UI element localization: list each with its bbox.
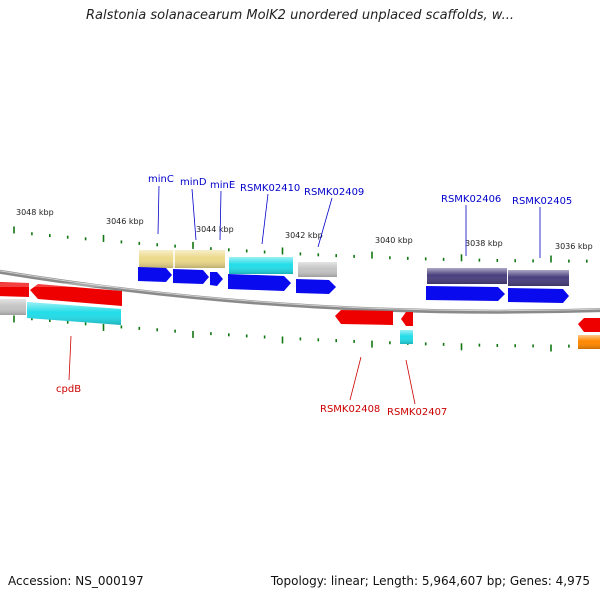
label-cpdb[interactable]: cpdB [56, 384, 81, 395]
cds-rsmk02410[interactable] [228, 274, 291, 291]
forward-cds-arrows [138, 267, 569, 303]
cds-mine[interactable] [210, 272, 223, 286]
scale-ticks-top [13, 226, 588, 263]
scale-labels: 3048 kbp 3046 kbp 3044 kbp 3042 kbp 3040… [16, 208, 593, 251]
cds-rsmk02405[interactable] [508, 288, 569, 303]
topology-text: Topology: linear; Length: 5,964,607 bp; … [270, 574, 590, 588]
reverse-gene-labels: cpdB RSMK02408 RSMK02407 [56, 384, 447, 418]
reverse-gene-features [0, 299, 600, 349]
label-rsmk02405[interactable]: RSMK02405 [512, 196, 572, 207]
cds-minc[interactable] [138, 267, 172, 282]
scale-label-3040: 3040 kbp [375, 236, 413, 245]
label-minc[interactable]: minC [148, 174, 174, 185]
label-mine[interactable]: minE [210, 180, 235, 191]
label-mind[interactable]: minD [180, 177, 207, 188]
genome-backbone-highlight [0, 270, 600, 312]
cds-rsmk02407[interactable] [401, 312, 413, 326]
forward-gene-labels: minC minD minE RSMK02410 RSMK02409 RSMK0… [148, 174, 572, 207]
cds-right-edge[interactable] [578, 318, 600, 332]
scale-label-3042: 3042 kbp [285, 231, 323, 240]
label-rsmk02408[interactable]: RSMK02408 [320, 404, 380, 415]
cds-rsmk02406[interactable] [426, 286, 505, 301]
scale-label-3046: 3046 kbp [106, 217, 144, 226]
label-rsmk02406[interactable]: RSMK02406 [441, 194, 501, 205]
cds-cpdb[interactable] [30, 284, 122, 306]
label-rsmk02407[interactable]: RSMK02407 [387, 407, 447, 418]
scale-label-3036: 3036 kbp [555, 242, 593, 251]
cds-rsmk02409[interactable] [296, 279, 336, 294]
map-title: Ralstonia solanacearum MolK2 unordered u… [85, 8, 514, 23]
reverse-cds-arrows [0, 282, 600, 332]
genome-backbone [0, 269, 600, 314]
accession-text: Accession: NS_000197 [8, 574, 144, 588]
scale-ticks-bottom [13, 315, 588, 352]
scale-label-3048: 3048 kbp [16, 208, 54, 217]
cds-left-edge[interactable] [0, 282, 29, 297]
forward-gene-features [139, 250, 569, 286]
scale-label-3038: 3038 kbp [465, 239, 503, 248]
forward-label-leaders [157, 185, 541, 258]
label-rsmk02409[interactable]: RSMK02409 [304, 187, 364, 198]
reverse-label-leaders [68, 335, 416, 405]
label-rsmk02410[interactable]: RSMK02410 [240, 183, 300, 194]
scale-label-3044: 3044 kbp [196, 225, 234, 234]
cds-rsmk02408[interactable] [335, 310, 393, 325]
cds-mind[interactable] [173, 269, 209, 284]
